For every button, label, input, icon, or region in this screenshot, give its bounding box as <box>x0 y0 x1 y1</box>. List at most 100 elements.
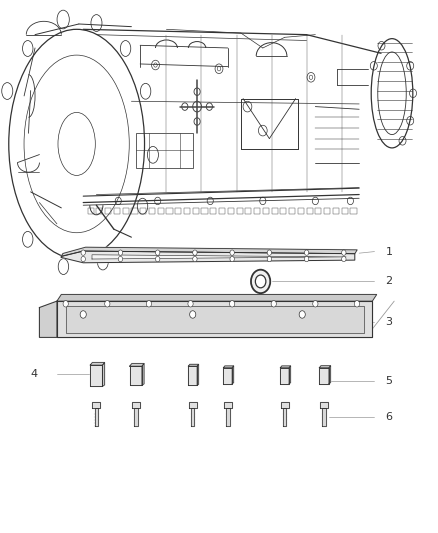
Bar <box>210 208 216 214</box>
Bar <box>114 208 120 214</box>
Bar <box>228 208 234 214</box>
Polygon shape <box>90 362 105 365</box>
Circle shape <box>188 301 193 307</box>
Bar <box>131 208 138 214</box>
Polygon shape <box>142 364 144 385</box>
Polygon shape <box>281 402 289 408</box>
Polygon shape <box>191 408 194 426</box>
Bar <box>149 208 155 214</box>
Circle shape <box>193 256 197 262</box>
Polygon shape <box>102 362 105 386</box>
Polygon shape <box>66 306 364 333</box>
Circle shape <box>193 250 197 255</box>
Circle shape <box>251 270 270 293</box>
Bar <box>254 208 260 214</box>
Polygon shape <box>322 408 326 426</box>
Bar <box>263 208 269 214</box>
Polygon shape <box>57 301 372 337</box>
Circle shape <box>304 250 309 255</box>
Circle shape <box>299 311 305 318</box>
Polygon shape <box>232 366 234 384</box>
Circle shape <box>155 250 160 255</box>
Bar <box>166 208 173 214</box>
Circle shape <box>354 301 360 307</box>
Polygon shape <box>319 368 329 384</box>
Circle shape <box>267 256 272 262</box>
Circle shape <box>81 250 85 255</box>
Text: 3: 3 <box>385 318 392 327</box>
Polygon shape <box>134 408 138 426</box>
Bar <box>342 208 348 214</box>
Circle shape <box>63 301 68 307</box>
Polygon shape <box>223 366 234 368</box>
Polygon shape <box>189 402 197 408</box>
Circle shape <box>304 256 309 262</box>
Text: 5: 5 <box>385 376 392 386</box>
Text: 1: 1 <box>385 247 392 256</box>
Polygon shape <box>319 366 331 368</box>
Polygon shape <box>90 365 102 386</box>
Polygon shape <box>197 365 199 385</box>
Bar <box>201 208 208 214</box>
Circle shape <box>118 256 123 262</box>
Bar <box>245 208 251 214</box>
Polygon shape <box>61 247 357 256</box>
Polygon shape <box>130 366 142 385</box>
Polygon shape <box>188 366 197 385</box>
Text: 2: 2 <box>385 277 392 286</box>
Bar <box>237 208 243 214</box>
Polygon shape <box>289 366 291 384</box>
Bar <box>193 208 199 214</box>
Circle shape <box>267 250 272 255</box>
Bar <box>158 208 164 214</box>
Circle shape <box>190 311 196 318</box>
Circle shape <box>155 256 160 262</box>
Polygon shape <box>280 366 291 368</box>
Polygon shape <box>92 255 346 259</box>
Bar <box>289 208 295 214</box>
Bar <box>307 208 313 214</box>
Polygon shape <box>188 365 199 366</box>
Polygon shape <box>223 368 232 384</box>
Polygon shape <box>95 408 98 426</box>
Bar <box>175 208 181 214</box>
Bar <box>123 208 129 214</box>
Polygon shape <box>57 294 377 301</box>
Circle shape <box>81 256 85 262</box>
Polygon shape <box>226 408 230 426</box>
Bar <box>140 208 146 214</box>
Circle shape <box>105 301 110 307</box>
Polygon shape <box>320 402 328 408</box>
Polygon shape <box>132 402 140 408</box>
Polygon shape <box>39 301 57 337</box>
Circle shape <box>255 275 266 288</box>
Circle shape <box>342 256 346 262</box>
Bar <box>298 208 304 214</box>
Circle shape <box>313 301 318 307</box>
Circle shape <box>118 250 123 255</box>
Bar <box>136 133 193 168</box>
Bar <box>272 208 278 214</box>
Circle shape <box>230 256 234 262</box>
Bar <box>105 208 111 214</box>
Bar <box>350 208 357 214</box>
Polygon shape <box>130 364 144 366</box>
Polygon shape <box>224 402 232 408</box>
Circle shape <box>80 311 86 318</box>
Polygon shape <box>329 366 331 384</box>
Circle shape <box>230 250 234 255</box>
Polygon shape <box>92 402 100 408</box>
Bar <box>219 208 225 214</box>
Circle shape <box>342 250 346 255</box>
Polygon shape <box>283 408 286 426</box>
Bar <box>96 208 102 214</box>
Text: 4: 4 <box>31 369 38 379</box>
Bar <box>324 208 330 214</box>
Text: 6: 6 <box>385 412 392 422</box>
Polygon shape <box>61 251 355 263</box>
Bar <box>88 208 94 214</box>
Circle shape <box>146 301 152 307</box>
Circle shape <box>271 301 276 307</box>
Circle shape <box>230 301 235 307</box>
Bar <box>315 208 321 214</box>
